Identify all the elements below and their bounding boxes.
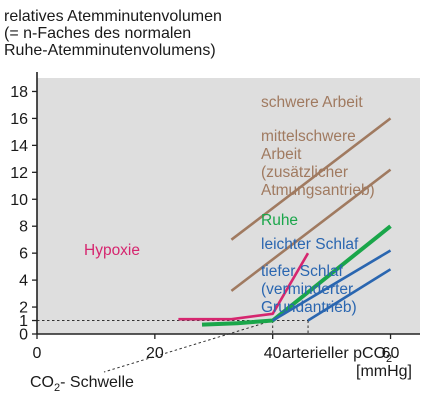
y-tick-label-10: 18	[10, 84, 28, 101]
annotation-4: leichter Schlaf	[261, 236, 359, 253]
x-axis-label-subscript: 2	[386, 353, 392, 365]
annotation-3: Ruhe	[261, 212, 299, 229]
chart-title-line-2: (= n-Faches des normalen	[4, 25, 192, 42]
series-line-1	[230, 168, 392, 292]
threshold-label-co: CO	[30, 374, 54, 391]
threshold-label-subscript: 2	[54, 382, 60, 394]
y-tick-label-6: 10	[10, 192, 28, 209]
x-tick-label-3: 60	[382, 345, 400, 362]
y-tick-label-5: 8	[19, 219, 28, 236]
plot-area	[37, 78, 420, 334]
y-tick-label-4: 6	[19, 246, 28, 263]
y-tick-label-9: 16	[10, 111, 28, 128]
series-line-5	[307, 268, 392, 322]
x-axis-label: arterieller pCO2	[282, 345, 392, 365]
y-tick-label-3: 4	[19, 273, 28, 290]
x-axis-unit: [mmHg]	[356, 363, 412, 380]
x-axis-label-main: arterieller pCO	[282, 345, 386, 362]
chart-title-line-1: relatives Atemminutenvolumen	[4, 8, 222, 25]
y-tick-label-1: 1	[19, 313, 28, 330]
series-layer	[178, 117, 392, 327]
x-tick-label-0: 0	[33, 345, 42, 362]
y-tick-label-7: 12	[10, 165, 28, 182]
threshold-label-rest: - Schwelle	[60, 374, 134, 391]
annotation-0: schwere Arbeit	[261, 94, 363, 111]
annotation-5: tiefer Schlaf (verminderter Grundantrieb…	[261, 263, 357, 316]
series-line-0	[230, 117, 392, 241]
x-tick-label-2: 40	[264, 345, 282, 362]
series-line-2	[178, 252, 310, 321]
series-line-3	[201, 224, 392, 327]
x-tick-label-1: 20	[146, 345, 164, 362]
y-tick-label-8: 14	[10, 138, 28, 155]
y-tick-label-0: 0	[19, 327, 28, 344]
threshold-label: CO2- Schwelle	[30, 374, 134, 394]
series-line-4	[272, 249, 392, 322]
y-tick-label-2: 2	[19, 300, 28, 317]
chart-title-line-3: Ruhe-Atemminutenvolumens)	[4, 42, 216, 59]
threshold-leader-line	[103, 320, 273, 373]
annotation-2: Hypoxie	[84, 242, 140, 259]
annotation-1: mittelschwere Arbeit (zusätzlicher Atmun…	[261, 128, 375, 199]
